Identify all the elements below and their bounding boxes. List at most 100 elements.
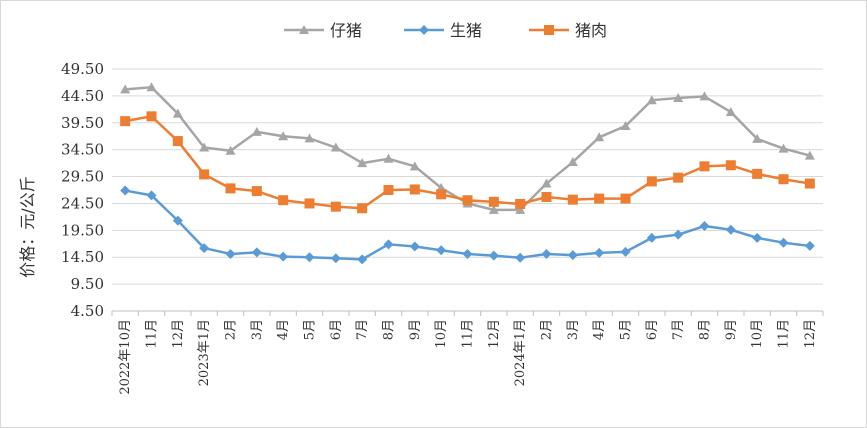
- data-point: [172, 108, 183, 118]
- y-tick-label: 9.50: [71, 275, 104, 293]
- x-tick-label: 2023年1月: [197, 319, 212, 386]
- data-point: [462, 248, 473, 259]
- legend-marker: [419, 25, 429, 35]
- data-point: [594, 132, 605, 142]
- x-tick-label: 2022年10月: [118, 319, 133, 395]
- data-point: [225, 145, 236, 155]
- data-point: [541, 178, 552, 188]
- legend-label: 猪肉: [575, 21, 607, 40]
- series-layer: [120, 82, 815, 265]
- data-point: [673, 172, 684, 183]
- data-point: [804, 150, 815, 160]
- x-tick-label: 8月: [382, 319, 397, 340]
- data-point: [225, 248, 236, 259]
- data-point: [646, 95, 657, 105]
- data-point: [409, 184, 420, 195]
- data-point: [778, 237, 789, 248]
- data-point: [304, 252, 315, 263]
- legend-item: 仔猪: [284, 21, 362, 40]
- data-point: [725, 160, 736, 171]
- x-tick-label: 4月: [592, 319, 607, 340]
- data-point: [620, 246, 631, 257]
- series-group: [120, 82, 815, 214]
- data-point: [330, 253, 341, 264]
- data-point: [146, 111, 157, 122]
- data-point: [120, 116, 131, 127]
- legend-marker: [299, 25, 309, 34]
- data-point: [515, 204, 526, 214]
- x-tick-label: 11月: [145, 319, 160, 349]
- x-tick-label: 11月: [777, 319, 792, 349]
- x-axis: 2022年10月 11月 12月 2023年1月 2月 3月 4月 5月 6月 7月 8月 9月 10月…: [111, 310, 824, 395]
- data-point: [752, 133, 763, 143]
- data-point: [778, 174, 789, 185]
- y-tick-label: 39.50: [61, 114, 104, 132]
- y-axis-title: 价格：元/公斤: [18, 176, 37, 277]
- legend-label: 仔猪: [330, 21, 362, 40]
- data-point: [567, 250, 578, 261]
- x-tick-label: 10月: [434, 319, 449, 349]
- y-tick-label: 34.50: [61, 141, 104, 159]
- data-point: [620, 193, 631, 204]
- x-tick-label: 10月: [750, 319, 765, 349]
- data-point: [330, 142, 341, 152]
- data-point: [673, 93, 684, 103]
- data-point: [515, 198, 526, 209]
- data-point: [567, 157, 578, 167]
- x-tick-label: 5月: [619, 319, 634, 340]
- x-tick-label: 2024年1月: [513, 319, 528, 386]
- x-tick-label: 9月: [724, 319, 739, 340]
- data-point: [804, 240, 815, 251]
- y-tick-label: 24.50: [61, 194, 104, 212]
- data-point: [199, 142, 210, 152]
- data-point: [357, 254, 368, 265]
- data-point: [120, 84, 131, 94]
- data-point: [567, 194, 578, 205]
- data-point: [251, 186, 262, 197]
- data-point: [357, 158, 368, 168]
- data-point: [199, 169, 210, 180]
- data-point: [357, 203, 368, 214]
- x-tick-label: 7月: [355, 319, 370, 340]
- data-point: [409, 241, 420, 252]
- data-point: [778, 143, 789, 153]
- y-tick-label: 49.50: [61, 60, 104, 78]
- legend: 仔猪 生猪 猪肉: [284, 21, 607, 40]
- data-point: [725, 224, 736, 235]
- data-point: [146, 82, 157, 92]
- x-tick-label: 7月: [671, 319, 686, 340]
- data-point: [172, 136, 183, 147]
- x-tick-label: 6月: [329, 319, 344, 340]
- data-point: [541, 191, 552, 202]
- y-axis-ticks: 4.50 9.50 14.50 19.50 24.50 29.50 34.50 39.50 44…: [61, 60, 104, 320]
- x-tick-label: 12月: [171, 319, 186, 349]
- data-point: [752, 168, 763, 179]
- data-point: [409, 161, 420, 171]
- data-point: [383, 153, 394, 163]
- data-point: [383, 185, 394, 195]
- data-point: [251, 126, 262, 136]
- x-tick-label: 3月: [250, 319, 265, 340]
- x-tick-label: 2月: [540, 319, 555, 340]
- data-point: [673, 229, 684, 240]
- data-point: [251, 247, 262, 258]
- legend-item: 生猪: [404, 21, 482, 40]
- x-tick-label: 4月: [276, 319, 291, 340]
- x-tick-label: 9月: [408, 319, 423, 340]
- data-point: [699, 161, 710, 172]
- data-point: [699, 221, 710, 232]
- data-point: [462, 195, 473, 206]
- data-point: [383, 239, 394, 250]
- series-group: [120, 111, 815, 214]
- data-point: [278, 131, 289, 141]
- x-tick-label: 11月: [461, 319, 476, 349]
- x-tick-label: 12月: [803, 319, 818, 349]
- data-point: [199, 243, 210, 254]
- y-tick-label: 44.50: [61, 87, 104, 105]
- gridlines: [112, 68, 823, 312]
- data-point: [120, 185, 131, 196]
- data-point: [594, 193, 605, 204]
- legend-label: 生猪: [450, 21, 482, 40]
- data-point: [146, 190, 157, 201]
